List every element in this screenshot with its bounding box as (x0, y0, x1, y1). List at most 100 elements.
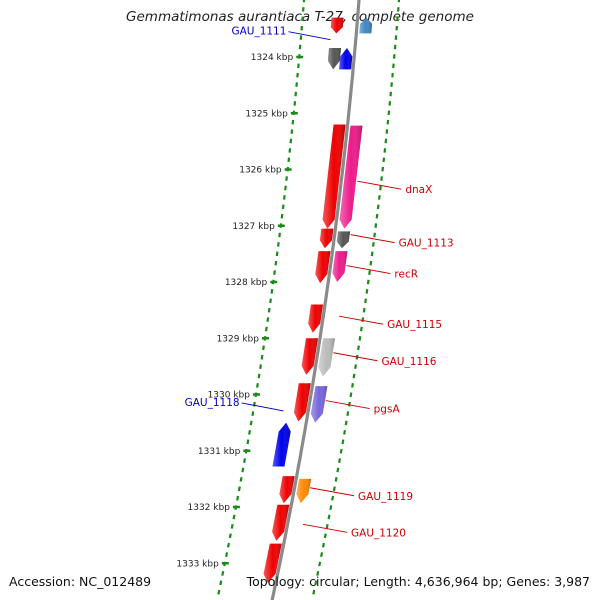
leader-line (339, 315, 384, 325)
gene-shading (319, 228, 334, 249)
tick-dot (262, 345, 265, 351)
leader-line (309, 487, 355, 497)
tick-dot (312, 589, 316, 595)
tick-dot (260, 354, 264, 360)
gene-shading (339, 48, 353, 70)
gene-label: GAU_1111 (231, 26, 286, 38)
tick-dot (381, 166, 385, 172)
gene-features (263, 17, 373, 583)
tick-dot (343, 430, 347, 435)
tick-label: 1326 kbp (239, 166, 282, 176)
tick-dot (379, 185, 382, 191)
tick-dot (331, 495, 335, 501)
gene-label: pgsA (374, 404, 401, 416)
tick-dot (364, 298, 367, 304)
tick-dot (248, 430, 252, 435)
gene-label: GAU_1118 (185, 397, 240, 409)
tick-dot (266, 317, 270, 322)
tick-dot (370, 251, 374, 257)
accession-text: Accession: NC_012489 (9, 574, 152, 589)
tick-label: 1325 kbp (245, 109, 288, 119)
tick-dot (259, 364, 262, 369)
leader-line (302, 523, 348, 533)
tick-dot (327, 514, 331, 520)
tick-dot (323, 533, 327, 539)
tick-label: 1331 kbp (198, 447, 241, 457)
tick-dot (232, 514, 236, 520)
gene-shading (272, 422, 291, 467)
tick-dot (373, 232, 376, 238)
tick-dot (359, 326, 363, 332)
tick-dot (257, 373, 261, 379)
map-title: Gemmatimonas aurantiaca T-27, complete g… (126, 9, 474, 25)
tick-dot (329, 505, 333, 511)
tick-dot (341, 439, 345, 445)
tick-dot (217, 589, 221, 595)
tick-dot (280, 213, 284, 219)
gene-shading (296, 478, 312, 504)
gene-shading (294, 383, 311, 422)
tick-dot (352, 373, 356, 379)
genome-summary-text: Topology: circular; Length: 4,636,964 bp… (246, 574, 590, 589)
tick-dot (251, 411, 255, 416)
tick-dot (246, 439, 250, 445)
tick-dot (314, 580, 318, 586)
tick-dot (361, 317, 365, 322)
tick-dot (339, 448, 343, 454)
tick-dot (349, 392, 353, 398)
tick-dot-rings (217, 0, 401, 595)
tick-dot (249, 420, 253, 426)
tick-dot (365, 289, 369, 294)
tick-dot (332, 486, 336, 492)
tick-dot (278, 232, 281, 238)
tick-dot (243, 458, 247, 463)
tick-dot (270, 289, 274, 294)
leader-line (241, 402, 284, 412)
tick-dot (368, 270, 371, 275)
tick-dot (284, 185, 287, 191)
gene-label: GAU_1120 (351, 527, 406, 539)
tick-dot (241, 467, 245, 473)
tick-dot (362, 307, 366, 313)
tick-label: 1329 kbp (217, 334, 260, 344)
tick-label: 1330 kbp (208, 391, 251, 401)
tick-label: 1328 kbp (225, 278, 268, 288)
leader-line (325, 400, 370, 410)
tick-dot (281, 204, 285, 210)
tick-dot (274, 260, 278, 266)
tick-label: 1332 kbp (188, 503, 231, 513)
tick-dot (228, 533, 232, 539)
tick-dot (321, 542, 325, 548)
tick-dot (264, 326, 268, 332)
tick-dot (236, 495, 240, 501)
tick-dot (358, 336, 362, 341)
tick-dot (221, 570, 225, 576)
gene-shading (322, 124, 346, 229)
gene-shading (359, 17, 373, 34)
gene-shading (272, 504, 290, 541)
tick-dot (225, 552, 229, 558)
gene-shading (315, 251, 331, 284)
backbone-line (270, 0, 361, 600)
gene-shading (318, 338, 335, 377)
tick-dot (320, 552, 324, 558)
tick-dot (380, 176, 383, 181)
tick-dot (256, 383, 259, 388)
tick-dot (351, 383, 354, 388)
tick-dot (239, 477, 243, 482)
tick-dot (377, 195, 381, 200)
gene-shading (310, 386, 328, 423)
gene-label: recR (394, 269, 418, 281)
gene-shading (339, 125, 363, 229)
gene-label: GAU_1116 (381, 356, 436, 368)
tick-dot (336, 467, 340, 473)
gene-shading (301, 338, 318, 375)
leader-line (350, 234, 395, 244)
tick-dot (316, 570, 320, 576)
gene-label: GAU_1115 (387, 319, 442, 331)
gene-label: GAU_1113 (399, 238, 454, 250)
tick-dot (375, 213, 379, 219)
gene-shading (327, 48, 341, 70)
tick-dot (374, 223, 378, 228)
